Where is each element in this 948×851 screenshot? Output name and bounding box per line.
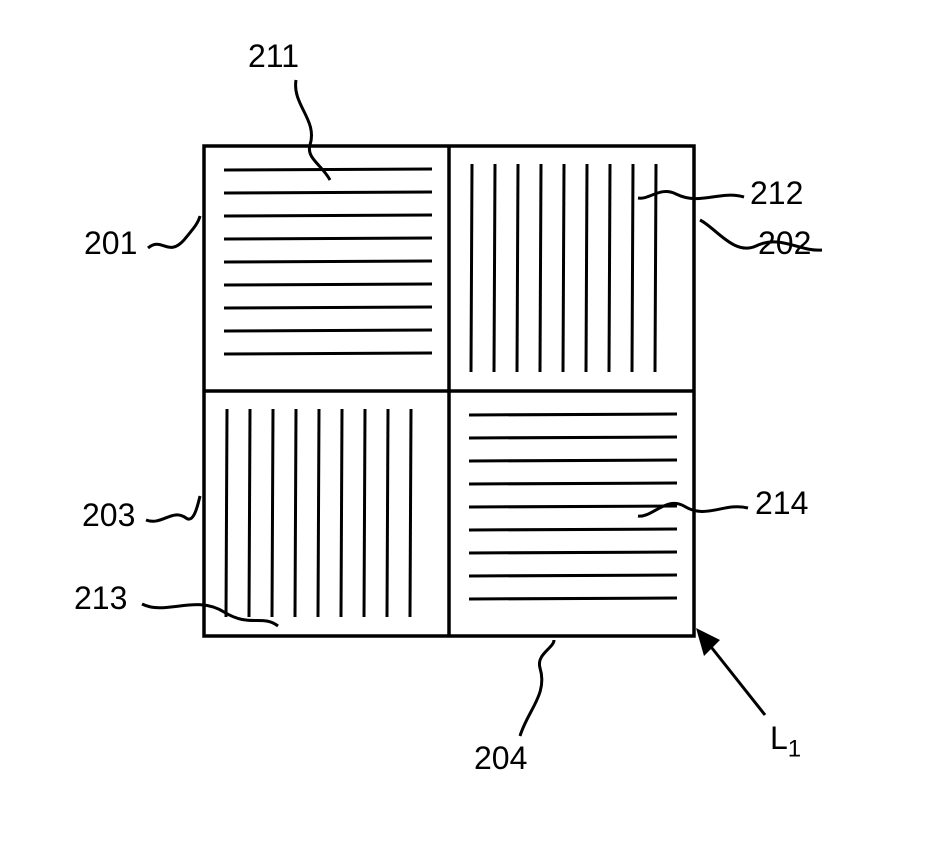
quadrant-top-left-lines [224, 169, 432, 354]
label-l1: L1 [770, 720, 801, 763]
label-212: 212 [750, 175, 803, 212]
l1-arrow [696, 628, 765, 715]
label-213: 213 [74, 580, 127, 617]
label-l1-sub: 1 [788, 735, 801, 762]
label-214: 214 [755, 485, 808, 522]
label-202: 202 [758, 225, 811, 262]
label-203: 203 [82, 497, 135, 534]
grid-frame [204, 146, 694, 636]
quadrant-top-right-lines [471, 164, 656, 372]
diagram-root: 211 212 201 202 203 214 213 204 L1 [0, 0, 948, 846]
label-l1-main: L [770, 720, 788, 756]
diagram-svg [0, 0, 948, 846]
quadrant-bottom-right-lines [469, 414, 677, 599]
label-204: 204 [474, 740, 527, 777]
label-211: 211 [248, 38, 299, 75]
label-201: 201 [84, 225, 137, 262]
quadrant-bottom-left-lines [226, 409, 411, 617]
